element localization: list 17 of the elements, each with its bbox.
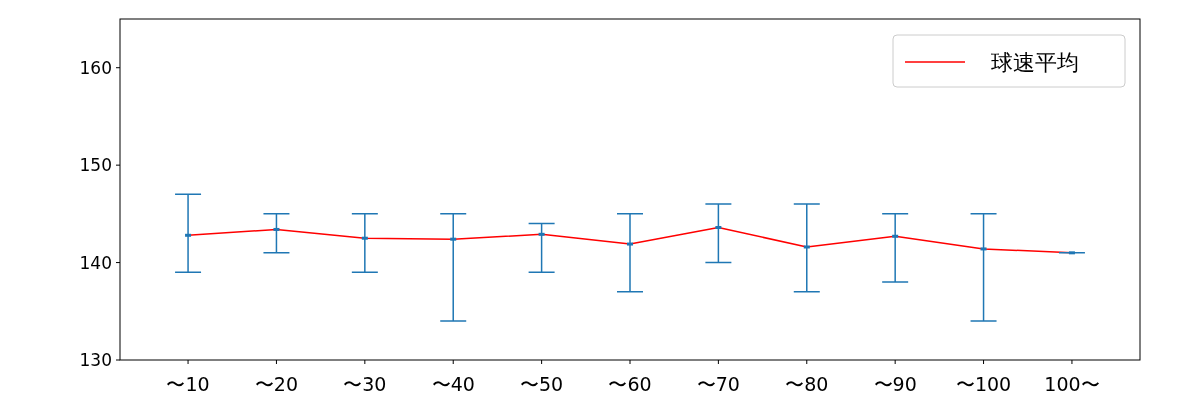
x-tick-label: 〜60 xyxy=(608,373,652,395)
y-tick-label: 150 xyxy=(79,155,112,176)
x-tick-label: 〜10 xyxy=(166,373,210,395)
y-tick-label: 160 xyxy=(79,57,112,78)
x-tick-label: 〜80 xyxy=(785,373,829,395)
x-tick-label: 〜70 xyxy=(696,373,740,395)
legend-label: 球速平均 xyxy=(991,50,1079,75)
x-tick-label: 〜90 xyxy=(873,373,917,395)
x-tick-label: 〜20 xyxy=(254,373,299,395)
x-tick-label: 〜100 xyxy=(955,373,1012,395)
y-tick-label: 140 xyxy=(79,252,112,273)
y-tick-label: 130 xyxy=(79,350,112,370)
x-tick-label: 〜50 xyxy=(520,373,564,395)
x-tick-label: 100〜 xyxy=(1044,373,1100,395)
x-tick-label: 〜30 xyxy=(343,373,387,395)
legend: 球速平均 xyxy=(892,34,1126,88)
x-tick-label: 〜40 xyxy=(431,373,475,395)
